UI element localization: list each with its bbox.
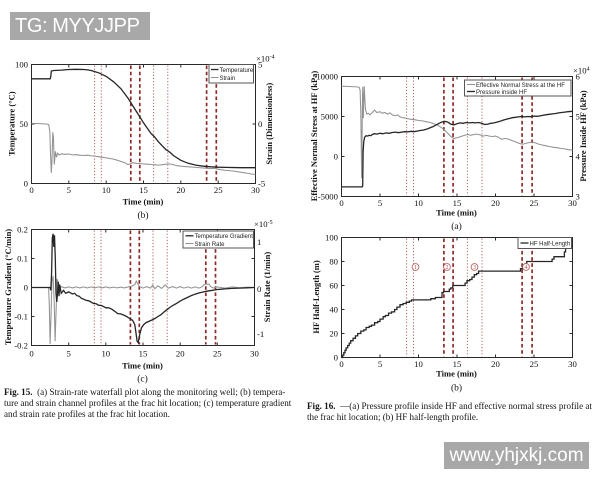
svg-text:Pressure inside HF: Pressure inside HF (476, 90, 527, 96)
svg-text:25: 25 (530, 359, 539, 369)
svg-text:25: 25 (213, 349, 222, 359)
svg-text:30: 30 (250, 349, 259, 359)
svg-text:3: 3 (576, 192, 580, 202)
svg-text:0: 0 (24, 283, 29, 293)
svg-text:Strain (Dimensionless): Strain (Dimensionless) (264, 83, 274, 165)
svg-text:(b): (b) (451, 383, 462, 394)
svg-text:0: 0 (339, 198, 344, 208)
svg-text:100: 100 (15, 60, 29, 70)
svg-text:(b): (b) (137, 210, 148, 221)
svg-text:25: 25 (530, 198, 539, 208)
svg-text:Strain: Strain (220, 76, 236, 82)
svg-text:100: 100 (325, 233, 339, 243)
svg-text:10: 10 (101, 349, 110, 359)
svg-text:5: 5 (258, 60, 262, 70)
svg-text:Strain Rate: Strain Rate (195, 242, 226, 248)
svg-text:15: 15 (453, 359, 462, 369)
svg-text:Temperature Gradient (°C/min): Temperature Gradient (°C/min) (3, 229, 13, 345)
svg-text:0: 0 (334, 353, 339, 363)
svg-text:5000: 5000 (321, 112, 339, 122)
svg-text:15: 15 (139, 185, 148, 195)
svg-text:×104: ×104 (573, 66, 590, 76)
svg-text:0: 0 (24, 179, 29, 189)
svg-text:(c): (c) (137, 374, 148, 385)
svg-text:0: 0 (29, 349, 34, 359)
svg-text:5: 5 (378, 198, 382, 208)
svg-text:0.1: 0.1 (17, 254, 28, 264)
svg-text:1: 1 (414, 265, 417, 271)
svg-text:6: 6 (576, 72, 581, 82)
svg-text:0: 0 (257, 284, 262, 294)
svg-text:20: 20 (176, 349, 185, 359)
svg-text:30: 30 (251, 185, 260, 195)
svg-text:0.2: 0.2 (17, 225, 28, 235)
svg-text:5: 5 (67, 185, 71, 195)
svg-text:60: 60 (329, 281, 338, 291)
svg-text:30: 30 (568, 359, 577, 369)
svg-text:Temperature Gradient: Temperature Gradient (195, 234, 254, 240)
svg-text:15: 15 (453, 198, 462, 208)
svg-text:4: 4 (525, 265, 528, 271)
svg-text:Temperature: Temperature (220, 68, 254, 74)
svg-text:5: 5 (67, 349, 71, 359)
svg-text:10: 10 (414, 359, 423, 369)
svg-text:-1: -1 (257, 329, 264, 339)
svg-text:20: 20 (491, 198, 500, 208)
svg-text:Time (min): Time (min) (436, 208, 477, 218)
svg-text:3: 3 (473, 265, 476, 271)
svg-text:20: 20 (491, 359, 500, 369)
svg-text:-5: -5 (258, 179, 265, 189)
svg-text:50: 50 (19, 119, 28, 129)
svg-text:Pressure Inside HF (kPa): Pressure Inside HF (kPa) (578, 90, 588, 181)
svg-text:Effective Normal Stress at the: Effective Normal Stress at the HF (476, 83, 565, 89)
svg-text:(a): (a) (451, 221, 462, 232)
svg-text:Effective Normal Stress at HF: Effective Normal Stress at HF (kPa) (309, 71, 319, 202)
svg-text:5: 5 (378, 359, 382, 369)
svg-text:0: 0 (258, 119, 263, 129)
svg-text:Strain Rate (1/min): Strain Rate (1/min) (262, 252, 272, 323)
svg-text:10000: 10000 (316, 72, 338, 82)
svg-text:20: 20 (176, 185, 185, 195)
svg-text:80: 80 (329, 257, 338, 267)
svg-text:0: 0 (339, 359, 344, 369)
svg-text:-5000: -5000 (318, 192, 339, 202)
svg-text:2: 2 (446, 265, 449, 271)
svg-text:HF Half-Length: HF Half-Length (530, 241, 571, 247)
svg-text:4: 4 (576, 152, 581, 162)
svg-text:25: 25 (214, 185, 223, 195)
svg-text:15: 15 (139, 349, 148, 359)
svg-text:-0.1: -0.1 (14, 312, 28, 322)
svg-text:10: 10 (414, 198, 423, 208)
svg-text:1: 1 (257, 237, 261, 247)
svg-text:30: 30 (568, 198, 577, 208)
svg-text:5: 5 (576, 112, 580, 122)
svg-text:Temperature (°C): Temperature (°C) (7, 91, 17, 156)
svg-text:Time (min): Time (min) (123, 197, 164, 207)
svg-text:×10-4: ×10-4 (256, 54, 275, 64)
svg-text:×10-5: ×10-5 (254, 219, 273, 229)
svg-text:0: 0 (29, 185, 34, 195)
svg-text:Time (min): Time (min) (436, 369, 477, 379)
svg-text:0: 0 (334, 152, 339, 162)
svg-text:-0.2: -0.2 (14, 341, 28, 351)
svg-text:40: 40 (329, 305, 338, 315)
svg-text:20: 20 (329, 329, 338, 339)
svg-text:10: 10 (102, 185, 111, 195)
svg-text:Time (min): Time (min) (122, 361, 163, 371)
svg-text:HF Half-Length (m): HF Half-Length (m) (311, 260, 321, 334)
